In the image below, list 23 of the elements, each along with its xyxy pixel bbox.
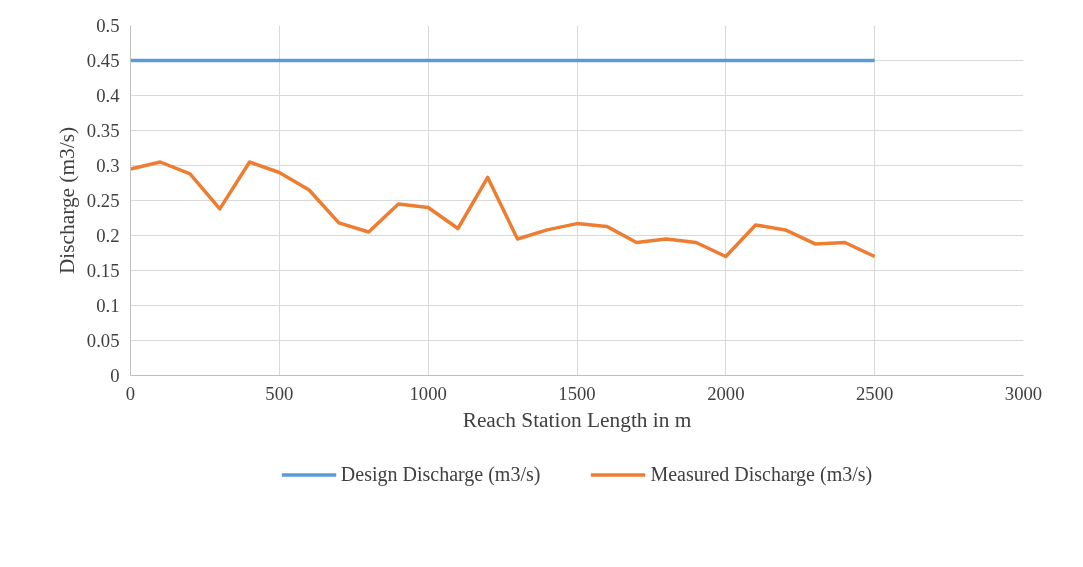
- legend-label: Measured Discharge (m3/s): [650, 462, 873, 486]
- y-tick-label: 0.15: [86, 260, 120, 281]
- x-axis-title: Reach Station Length in m: [462, 407, 692, 432]
- y-tick-label: 0: [110, 365, 120, 386]
- x-tick-label: 2500: [856, 382, 894, 404]
- y-tick-label: 0.5: [96, 15, 120, 36]
- y-axis-title: Discharge (m3/s): [54, 126, 79, 275]
- y-tick-label: 0.25: [86, 190, 120, 211]
- y-tick-label: 0.2: [96, 225, 120, 246]
- legend-label: Design Discharge (m3/s): [340, 462, 541, 486]
- x-tick-label: 500: [265, 382, 294, 404]
- x-tick-label: 3000: [1004, 382, 1043, 404]
- y-tick-label: 0.45: [86, 50, 120, 71]
- y-tick-label: 0.35: [86, 120, 120, 141]
- y-tick-label: 0.4: [96, 85, 121, 106]
- x-tick-label: 2000: [707, 382, 745, 404]
- y-tick-label: 0.3: [96, 155, 120, 176]
- x-tick-label: 1500: [558, 382, 596, 404]
- y-tick-label: 0.05: [86, 330, 120, 351]
- x-tick-label: 0: [125, 382, 136, 404]
- y-tick-label: 0.1: [96, 295, 120, 316]
- line-series: [130, 160, 877, 259]
- x-tick-label: 1000: [409, 382, 447, 404]
